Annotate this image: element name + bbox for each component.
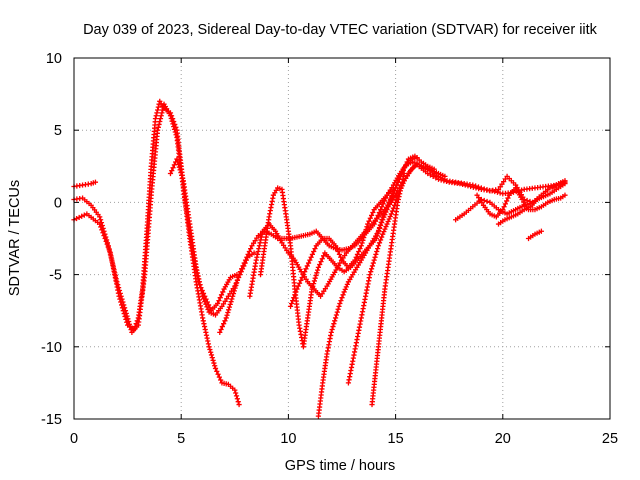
- x-axis-label: GPS time / hours: [285, 458, 395, 474]
- axes: [73, 57, 611, 420]
- y-tick-label: -5: [49, 268, 62, 284]
- x-tick-label: 20: [495, 431, 511, 447]
- x-tick-label: 25: [602, 431, 618, 447]
- data-markers: [525, 228, 544, 242]
- series-2: [71, 101, 242, 408]
- x-tick-label: 0: [70, 431, 78, 447]
- y-axis-label: SDTVAR / TECUs: [7, 180, 23, 296]
- series-14: [474, 185, 568, 220]
- x-tick-label: 15: [388, 431, 404, 447]
- data-markers: [71, 101, 242, 408]
- data-markers: [71, 179, 99, 190]
- series-15: [495, 182, 566, 227]
- series-9: [315, 155, 420, 419]
- series-16: [525, 228, 544, 242]
- series-4: [167, 156, 257, 318]
- grid: [74, 58, 610, 419]
- plot-frame: [73, 57, 611, 420]
- data-markers: [217, 159, 448, 335]
- y-ticks: -15 -10 -5 0 5 10: [41, 51, 610, 428]
- chart-title: Day 039 of 2023, Sidereal Day-to-day VTE…: [83, 22, 598, 38]
- y-tick-label: -10: [41, 340, 62, 356]
- series-layer: [71, 98, 568, 419]
- series-8: [287, 185, 397, 309]
- data-markers: [167, 156, 257, 318]
- y-tick-label: -15: [41, 412, 62, 428]
- series-11: [369, 170, 407, 408]
- x-tick-label: 5: [177, 431, 185, 447]
- y-tick-label: 5: [54, 123, 62, 139]
- data-markers: [287, 185, 397, 309]
- series-3: [71, 179, 99, 190]
- x-ticks: 0 5 10 15 20 25: [70, 58, 618, 447]
- y-tick-label: 0: [54, 195, 62, 211]
- y-tick-label: 10: [46, 51, 62, 67]
- x-tick-label: 10: [280, 431, 296, 447]
- series-5: [217, 159, 448, 335]
